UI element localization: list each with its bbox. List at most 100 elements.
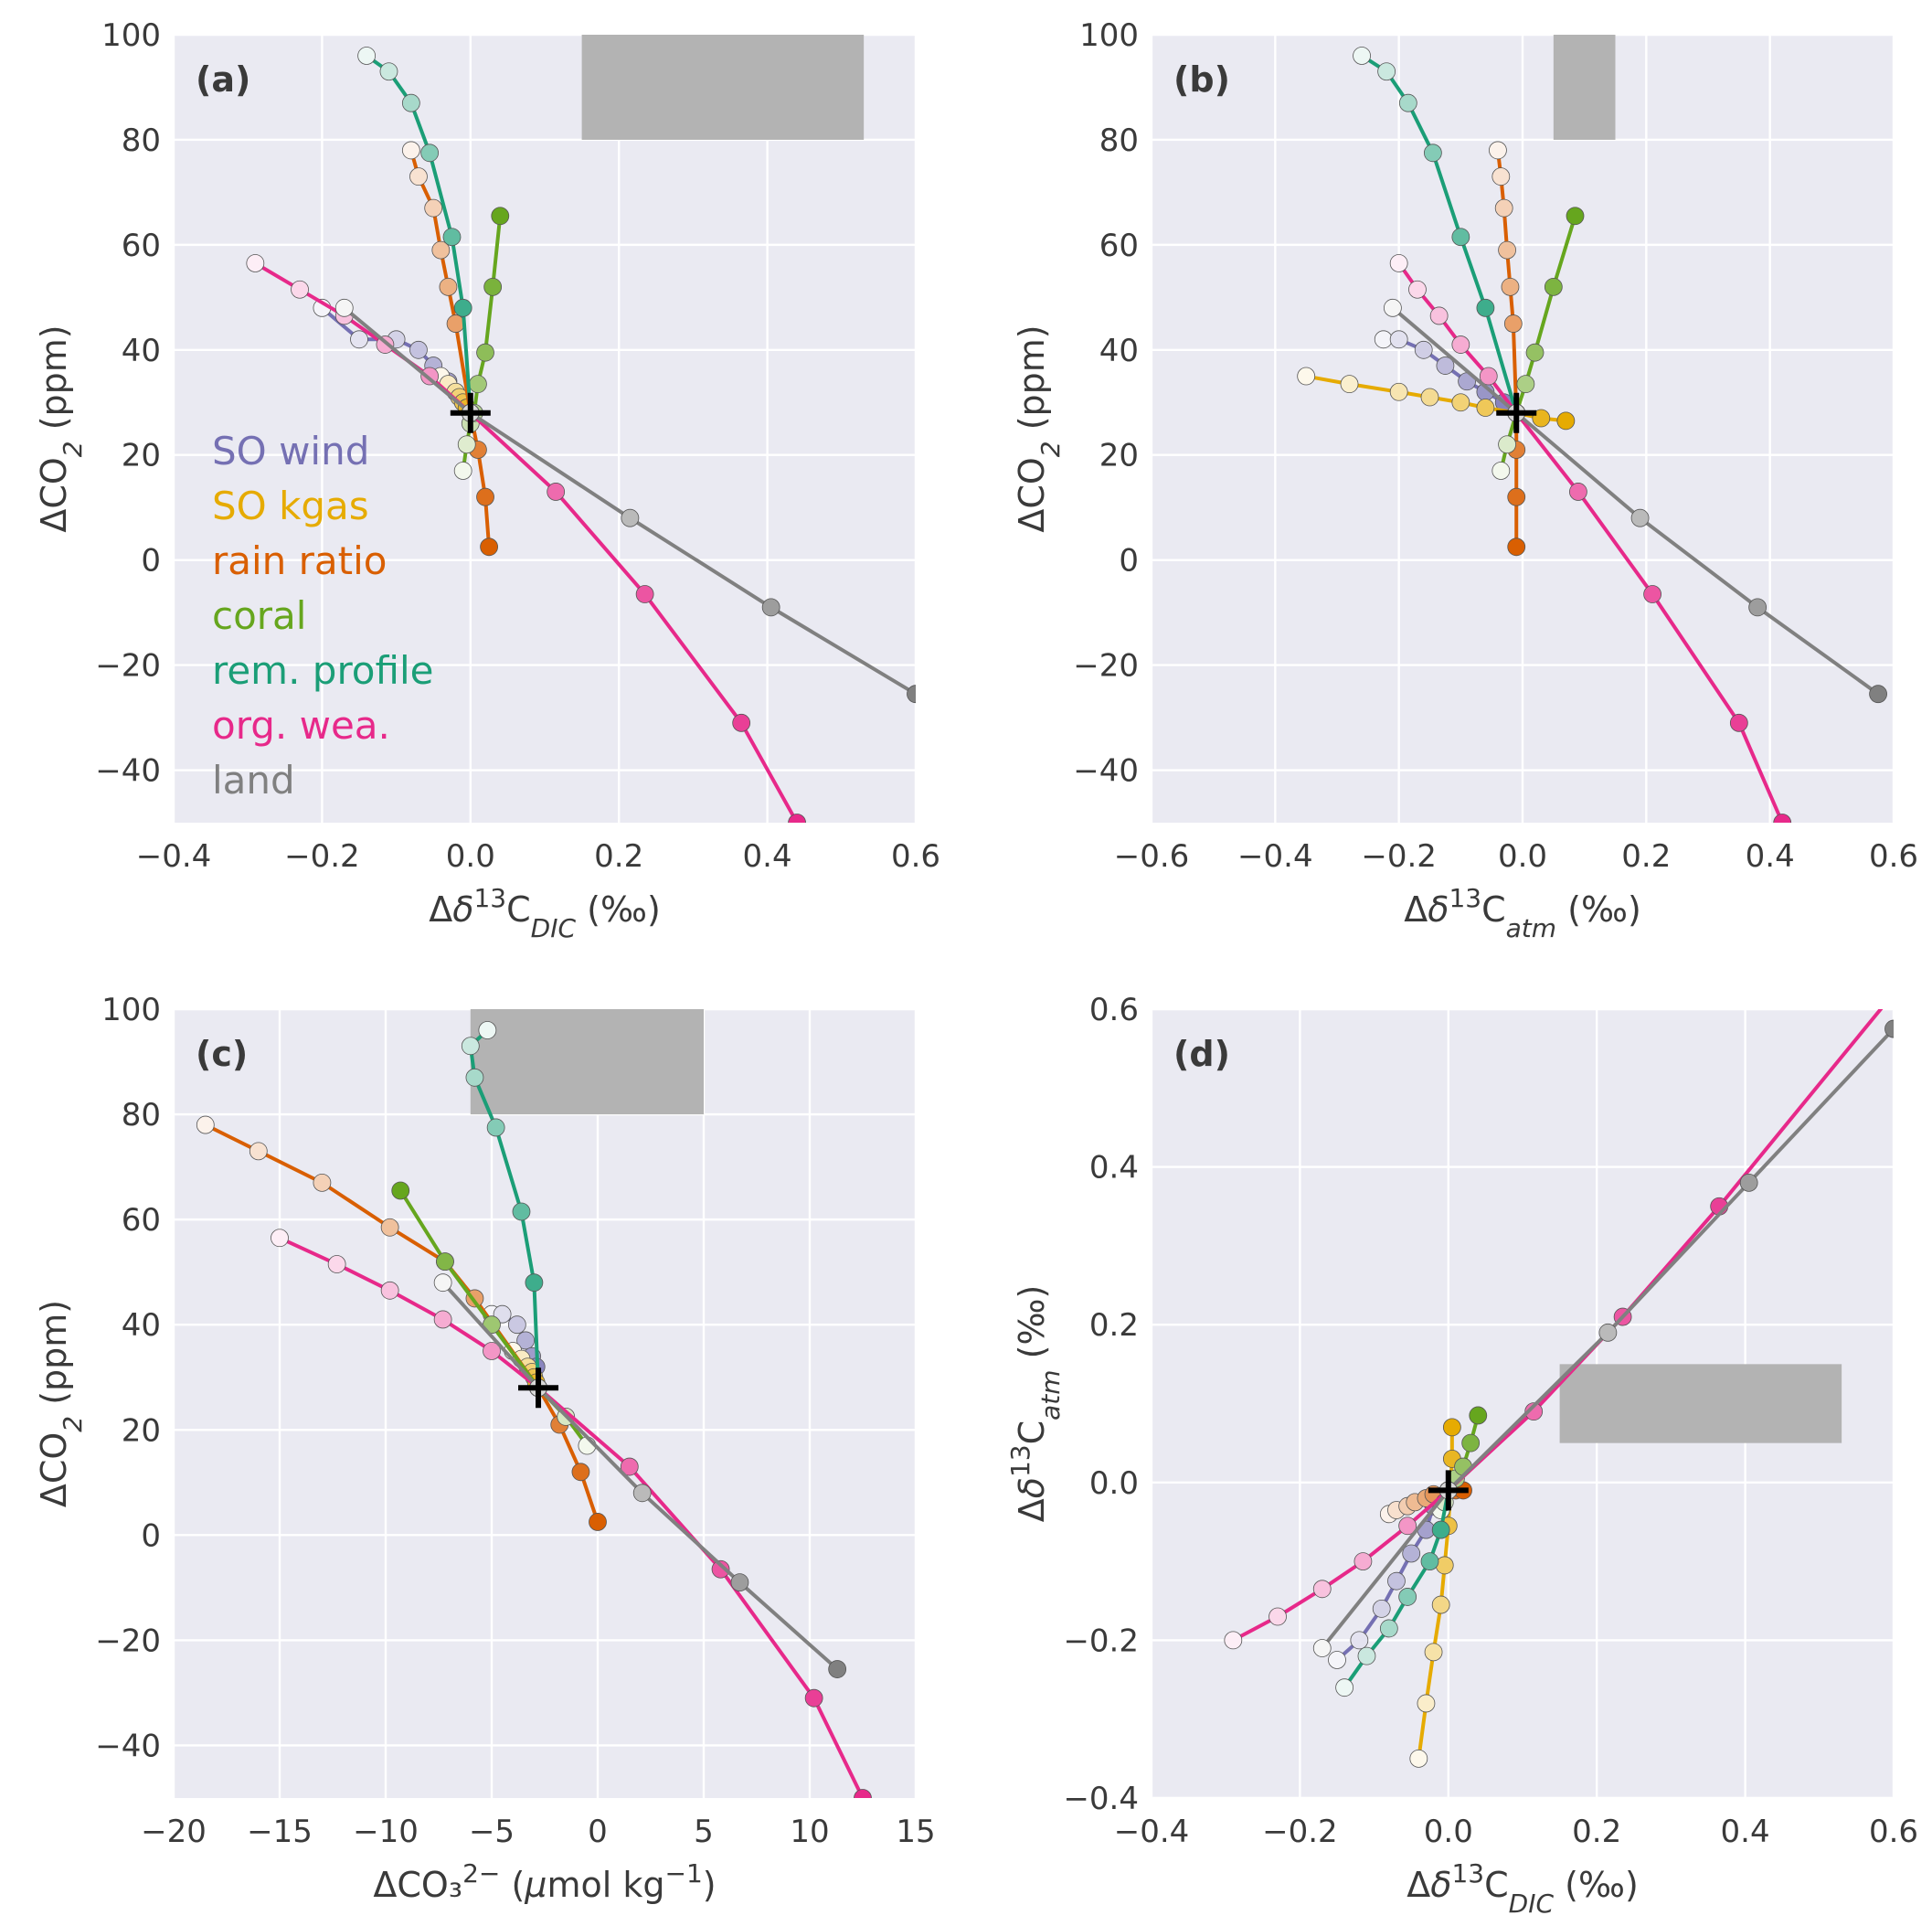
series-line-rain_ratio	[1495, 150, 1519, 548]
data-point-org_wea	[1224, 1631, 1243, 1650]
data-point-rem_profile	[1423, 144, 1442, 163]
data-point-coral	[1525, 343, 1545, 362]
y-tick-label: 60	[1099, 228, 1139, 264]
data-point-org_wea	[1269, 1607, 1287, 1626]
data-point-rem_profile	[525, 1273, 544, 1293]
x-tick-label: −0.2	[1262, 1814, 1338, 1850]
x-tick-label: −0.4	[136, 838, 212, 875]
x-tick-label: 0.4	[743, 838, 792, 875]
x-tick-label: 0.6	[891, 838, 940, 875]
data-point-coral	[436, 1252, 454, 1272]
data-point-rem_profile	[1420, 1552, 1439, 1570]
data-point-org_wea	[1312, 1580, 1332, 1599]
data-point-coral	[457, 435, 476, 454]
data-point-rain_ratio	[1507, 487, 1526, 506]
legend-entry-so_kgas: SO kgas	[212, 484, 369, 528]
data-point-rem_profile	[1377, 62, 1396, 81]
y-tick-label: 80	[1099, 122, 1139, 159]
data-point-land	[433, 1273, 452, 1293]
data-point-so_kgas	[1431, 1595, 1450, 1614]
plot-background	[174, 35, 916, 823]
data-point-rem_profile	[420, 144, 440, 163]
target-range-box	[1553, 35, 1616, 140]
data-point-coral	[1469, 1406, 1488, 1425]
data-point-so_wind	[1350, 1631, 1369, 1650]
data-point-org_wea	[246, 254, 265, 272]
y-tick-label: 100	[1079, 17, 1139, 54]
x-tick-label: 10	[790, 1814, 829, 1850]
data-point-coral	[469, 375, 487, 394]
data-point-org_wea	[433, 1310, 452, 1329]
data-point-rem_profile	[1353, 47, 1371, 65]
data-point-land	[1598, 1323, 1618, 1342]
x-tick-label: 0.4	[1746, 838, 1795, 875]
data-point-org_wea	[1729, 713, 1748, 732]
y-tick-label: 0	[141, 543, 161, 580]
x-tick-label: 0.0	[1424, 1814, 1473, 1850]
x-tick-label: −15	[247, 1814, 313, 1850]
data-point-so_kgas	[1442, 1418, 1461, 1437]
data-point-so_wind	[507, 1315, 526, 1335]
y-tick-label: −20	[95, 648, 161, 685]
data-point-so_wind	[1328, 1651, 1346, 1669]
data-point-org_wea	[327, 1255, 346, 1273]
y-tick-label: −40	[1073, 753, 1139, 790]
data-point-rem_profile	[401, 93, 420, 112]
x-tick-label: −5	[469, 1814, 515, 1850]
data-point-land	[621, 508, 640, 527]
panel-4: −0.4 −0.2 0.0 0.2 0.4 0.6 −0.4 −0.2 0.0 0.2 0.4 0.6…	[1005, 984, 1919, 1919]
data-point-so_wind	[1387, 1571, 1406, 1591]
data-point-so_kgas	[1532, 409, 1551, 428]
data-point-rain_ratio	[1494, 198, 1513, 218]
x-tick-label: 15	[896, 1814, 935, 1850]
data-point-land	[632, 1484, 652, 1503]
data-point-coral	[491, 207, 510, 226]
data-point-coral	[453, 462, 472, 480]
x-tick-label: −10	[353, 1814, 419, 1850]
data-point-rem_profile	[453, 298, 472, 317]
y-tick-label: 20	[122, 1412, 161, 1449]
data-point-so_wind	[1414, 340, 1433, 359]
data-point-rain_ratio	[401, 141, 420, 160]
data-point-org_wea	[620, 1457, 639, 1476]
data-point-so_kgas	[1389, 382, 1408, 401]
data-point-coral	[1461, 1433, 1481, 1452]
y-tick-label: 100	[101, 17, 161, 54]
data-point-org_wea	[804, 1688, 823, 1708]
data-point-so_kgas	[1424, 1643, 1443, 1662]
series-group	[246, 47, 916, 823]
data-point-rain_ratio	[196, 1115, 215, 1134]
data-point-coral	[1498, 435, 1516, 454]
legend: SO wind SO kgas rain ratio coral rem. profil…	[212, 429, 433, 803]
data-point-so_wind	[1374, 330, 1393, 349]
data-point-org_wea	[1885, 984, 1903, 1002]
panel-label: (d)	[1173, 1034, 1230, 1074]
data-point-org_wea	[1773, 814, 1792, 823]
data-point-so_kgas	[1420, 388, 1439, 407]
data-point-land	[1312, 1639, 1332, 1657]
data-point-rain_ratio	[380, 1218, 399, 1237]
data-point-rem_profile	[442, 228, 462, 247]
data-point-so_kgas	[1340, 375, 1359, 394]
x-tick-label: 0.2	[1572, 1814, 1621, 1850]
x-tick-label: −0.4	[1114, 1814, 1190, 1850]
data-point-so_wind	[516, 1331, 536, 1350]
data-point-land	[334, 298, 354, 317]
legend-entry-coral: coral	[212, 593, 306, 638]
data-point-rem_profile	[486, 1118, 505, 1137]
data-point-land	[1739, 1173, 1758, 1192]
data-point-org_wea	[1643, 585, 1661, 603]
x-tick-label: 5	[694, 1814, 714, 1850]
data-point-rem_profile	[1398, 1588, 1417, 1606]
data-point-rem_profile	[1451, 228, 1470, 247]
data-point-rem_profile	[1476, 298, 1495, 317]
panel-label: (b)	[1173, 59, 1230, 100]
data-point-org_wea	[635, 585, 654, 603]
y-tick-label: −20	[1073, 648, 1139, 685]
y-tick-label: 40	[122, 1307, 161, 1344]
data-point-rem_profile	[1431, 1520, 1450, 1539]
y-tick-label: 20	[122, 438, 161, 474]
data-point-org_wea	[1398, 1516, 1417, 1536]
data-point-coral	[476, 343, 494, 362]
data-point-coral	[391, 1181, 410, 1200]
